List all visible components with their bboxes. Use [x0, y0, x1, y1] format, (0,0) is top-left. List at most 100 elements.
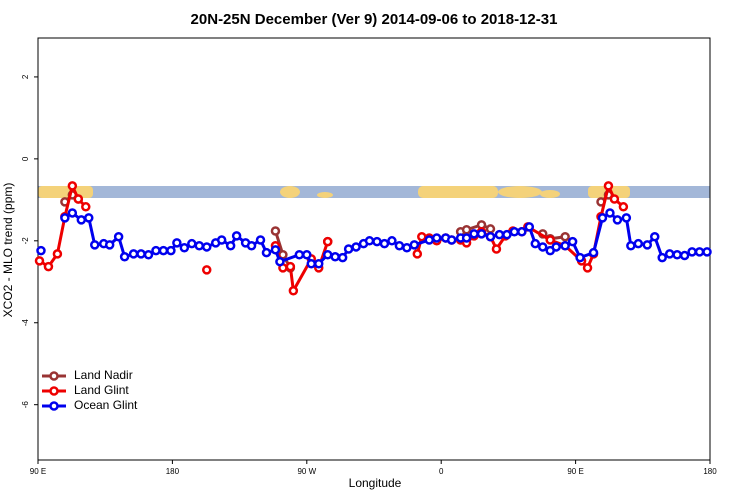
- data-point: [387, 236, 397, 246]
- data-point: [113, 231, 124, 242]
- data-point: [461, 224, 472, 235]
- data-point: [337, 252, 348, 263]
- data-point: [36, 245, 46, 256]
- x-tick-label: 90 E: [567, 467, 583, 476]
- data-point: [524, 222, 535, 232]
- data-point: [364, 236, 375, 246]
- data-point: [294, 249, 305, 260]
- data-point: [372, 236, 382, 247]
- data-point: [379, 238, 390, 249]
- data-point: [275, 256, 285, 267]
- data-point: [609, 194, 620, 204]
- data-point: [582, 263, 593, 273]
- data-point: [672, 249, 682, 260]
- data-point: [409, 240, 420, 250]
- data-point: [649, 231, 660, 242]
- data-point: [560, 231, 570, 242]
- data-point: [187, 238, 197, 249]
- data-point: [469, 229, 479, 239]
- data-point: [270, 245, 281, 255]
- data-point: [687, 247, 697, 257]
- data-point: [537, 242, 548, 252]
- data-point: [431, 233, 442, 243]
- chart-title: 20N-25N December (Ver 9) 2014-09-06 to 2…: [191, 11, 558, 28]
- data-point: [657, 252, 667, 263]
- data-point: [166, 245, 176, 256]
- data-point: [412, 249, 423, 259]
- data-point: [285, 261, 296, 272]
- x-tick-label: 90 E: [30, 467, 46, 476]
- data-point: [128, 249, 139, 259]
- x-tick-label: 180: [166, 467, 180, 476]
- legend-label: Land Glint: [74, 383, 129, 397]
- data-point: [702, 247, 712, 257]
- map-strip: [38, 186, 710, 198]
- data-point: [313, 258, 324, 269]
- data-point: [67, 208, 78, 218]
- data-point: [52, 249, 63, 259]
- data-point: [302, 249, 312, 260]
- data-point: [642, 240, 653, 250]
- data-point: [322, 236, 333, 247]
- data-point: [225, 240, 236, 251]
- plot-frame: [37, 37, 711, 461]
- series-line: [64, 211, 708, 266]
- data-point: [136, 249, 146, 259]
- data-point: [194, 240, 205, 251]
- data-point: [73, 194, 84, 204]
- data-point: [76, 215, 87, 225]
- data-point: [246, 240, 257, 251]
- data-point: [151, 245, 161, 256]
- data-point: [485, 224, 496, 234]
- y-tick-label: -4: [21, 319, 30, 327]
- data-point: [567, 236, 578, 247]
- data-point: [402, 243, 412, 253]
- data-point: [255, 235, 266, 245]
- data-point: [179, 243, 190, 253]
- data-point: [446, 235, 457, 245]
- legend-label: Ocean Glint: [74, 398, 138, 412]
- data-point: [605, 208, 615, 218]
- data-point: [618, 202, 629, 212]
- data-point: [322, 249, 333, 260]
- series: [34, 181, 629, 296]
- data-point: [172, 238, 182, 248]
- data-point: [560, 240, 570, 251]
- data-point: [597, 213, 608, 223]
- data-point: [476, 229, 487, 239]
- data-point: [545, 235, 555, 245]
- data-point: [34, 256, 45, 266]
- data-point: [612, 215, 623, 225]
- data-point: [330, 252, 340, 262]
- data-point: [633, 238, 644, 249]
- data-point: [664, 249, 675, 259]
- legend-marker: [49, 401, 59, 411]
- data-point: [231, 231, 242, 241]
- data-point: [588, 247, 599, 258]
- data-point: [143, 249, 154, 260]
- data-point: [81, 202, 91, 212]
- data-point: [216, 235, 227, 245]
- y-axis-label: XCO2 - MLO trend (ppm): [1, 183, 15, 318]
- data-point: [261, 247, 272, 258]
- data-point: [494, 229, 505, 240]
- data-point: [575, 252, 585, 263]
- data-point: [394, 240, 405, 251]
- data-point: [119, 252, 130, 262]
- y-tick-label: -2: [21, 237, 30, 245]
- data-point: [424, 235, 435, 245]
- data-point: [270, 226, 281, 236]
- legend-marker: [49, 386, 59, 396]
- legend-label: Land Nadir: [74, 368, 133, 382]
- data-point: [517, 227, 527, 237]
- series: [36, 208, 712, 269]
- data-point: [679, 250, 690, 261]
- data-point: [158, 245, 169, 256]
- y-tick-label: -6: [21, 401, 30, 409]
- data-point: [67, 181, 78, 191]
- data-point: [201, 265, 212, 275]
- x-tick-label: 180: [703, 467, 717, 476]
- data-point: [461, 233, 472, 243]
- x-tick-label: 0: [439, 467, 444, 476]
